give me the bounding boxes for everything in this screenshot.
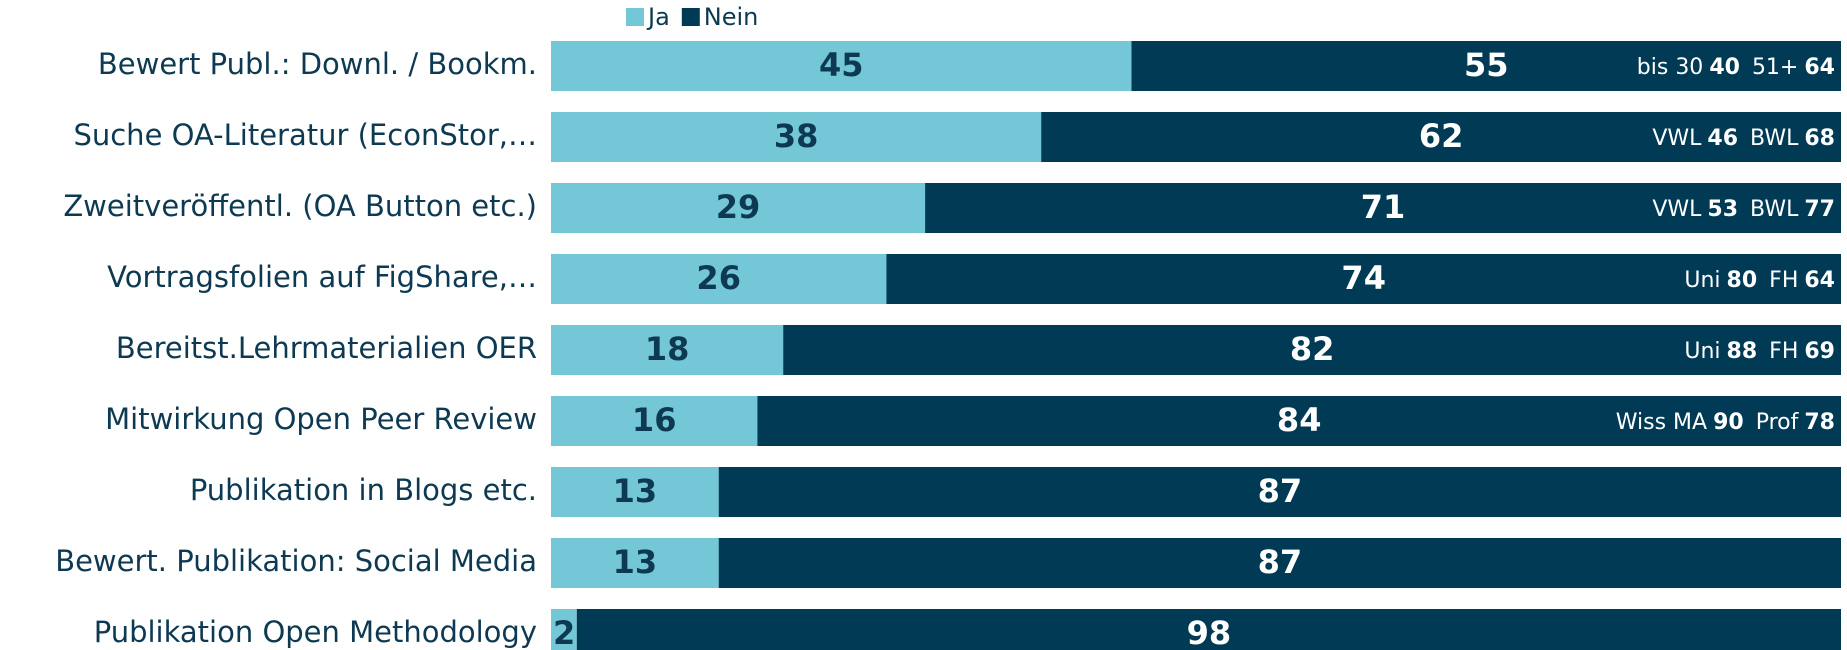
bar-segment <box>925 183 1841 233</box>
category-label: Publikation in Blogs etc. <box>190 473 537 507</box>
annotation: Wiss MA 90 Prof 78 <box>1616 410 1835 435</box>
value-label: 38 <box>774 117 819 155</box>
annotation-label: Uni <box>1684 339 1720 364</box>
value-label: 18 <box>645 330 690 368</box>
annotation-label: VWL <box>1652 197 1702 222</box>
value-label: 16 <box>632 401 677 439</box>
legend-label: Ja <box>646 3 670 31</box>
annotation-value: 46 <box>1707 126 1738 151</box>
bar-segment <box>576 609 1841 650</box>
value-label: 29 <box>716 188 761 226</box>
annotation-value: 90 <box>1713 410 1744 435</box>
bar-segment <box>551 467 719 517</box>
value-label: 71 <box>1361 188 1406 226</box>
annotation-value: 64 <box>1804 268 1835 293</box>
category-label: Bewert. Publikation: Social Media <box>55 544 537 578</box>
value-label: 45 <box>819 46 864 84</box>
bar-segment <box>1041 112 1841 162</box>
category-label: Vortragsfolien auf FigShare,… <box>107 260 537 294</box>
bar-segment <box>757 396 1841 446</box>
annotation-value: 77 <box>1804 197 1835 222</box>
bar-segment <box>551 183 926 233</box>
bar-segment <box>551 396 758 446</box>
category-label: Zweitveröffentl. (OA Button etc.) <box>63 189 537 223</box>
bar-segment <box>783 325 1842 375</box>
annotation-value: 78 <box>1804 410 1835 435</box>
annotation-label: FH <box>1769 339 1798 364</box>
value-label: 55 <box>1464 46 1509 84</box>
bar-segment <box>551 254 887 304</box>
legend-swatch <box>681 8 700 26</box>
annotation-value: 88 <box>1727 339 1758 364</box>
bar-segment <box>718 467 1842 517</box>
value-label: 82 <box>1290 330 1335 368</box>
annotation-label: BWL <box>1750 197 1799 222</box>
bar-segment <box>1131 41 1841 91</box>
bar-segment <box>886 254 1841 304</box>
value-label: 2 <box>553 614 575 650</box>
bar-segment <box>551 609 577 650</box>
annotation-label: FH <box>1769 268 1798 293</box>
category-label: Bewert Publ.: Downl. / Bookm. <box>98 47 537 81</box>
legend-swatch <box>626 8 644 26</box>
category-label: Mitwirkung Open Peer Review <box>105 402 537 436</box>
annotation-label: VWL <box>1652 126 1702 151</box>
annotation: Uni 88 FH 69 <box>1684 339 1835 364</box>
legend-label: Nein <box>704 3 759 31</box>
value-label: 13 <box>613 472 658 510</box>
bar-segment <box>551 41 1132 91</box>
category-label: Publikation Open Methodology <box>94 615 537 649</box>
annotation: VWL 53 BWL 77 <box>1652 197 1835 222</box>
annotation-label: bis 30 <box>1637 55 1704 80</box>
value-label: 84 <box>1277 401 1322 439</box>
annotation-label: Uni <box>1684 268 1720 293</box>
bar-segment <box>551 325 784 375</box>
annotation-value: 53 <box>1707 197 1738 222</box>
bar-segment <box>551 538 719 588</box>
bar-segment <box>551 112 1042 162</box>
annotation-value: 40 <box>1709 55 1740 80</box>
annotation-value: 64 <box>1804 55 1835 80</box>
annotation-label: 51+ <box>1752 55 1798 80</box>
category-label: Suche OA-Literatur (EconStor,… <box>73 118 537 152</box>
annotation: VWL 46 BWL 68 <box>1652 126 1835 151</box>
bar-segment <box>718 538 1842 588</box>
value-label: 74 <box>1341 259 1386 297</box>
value-label: 98 <box>1187 614 1232 650</box>
value-label: 13 <box>613 543 658 581</box>
annotation-value: 80 <box>1727 268 1758 293</box>
value-label: 87 <box>1258 543 1303 581</box>
value-label: 87 <box>1258 472 1303 510</box>
annotation-label: Wiss MA <box>1616 410 1707 435</box>
annotation-value: 69 <box>1804 339 1835 364</box>
annotation: Uni 80 FH 64 <box>1684 268 1835 293</box>
category-label: Bereitst.Lehrmaterialien OER <box>116 331 537 365</box>
annotation-label: BWL <box>1750 126 1799 151</box>
value-label: 62 <box>1419 117 1464 155</box>
annotation-value: 68 <box>1804 126 1835 151</box>
value-label: 26 <box>696 259 741 297</box>
annotation: bis 30 40 51+ 64 <box>1637 55 1835 80</box>
annotation-label: Prof <box>1756 410 1800 435</box>
